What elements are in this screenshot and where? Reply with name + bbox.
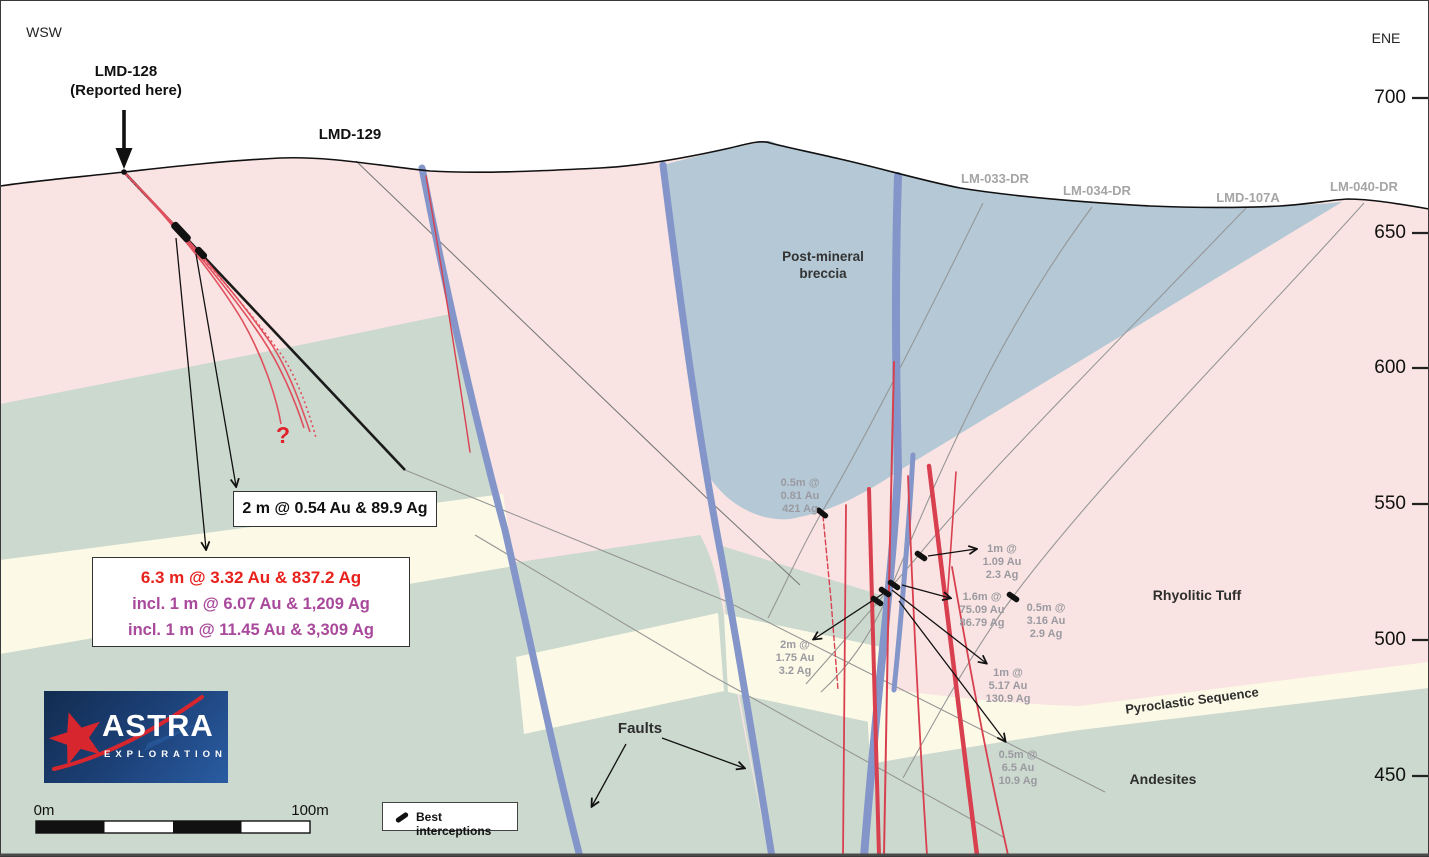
intercept-label-109au: 1m @ 1.09 Au 2.3 Ag (982, 543, 1022, 581)
legend-label: Best interceptions (416, 810, 492, 838)
interception-ticks (171, 221, 1020, 607)
arrow-to-box2 (175, 237, 206, 549)
elevation-label-500: 500 (1374, 629, 1406, 650)
elevation-label-650: 650 (1374, 222, 1406, 243)
arrow-65au (898, 600, 1005, 741)
assay-box-lmd128: 6.3 m @ 3.32 Au & 837.2 Ag incl. 1 m @ 6… (92, 557, 410, 647)
direction-label-wsw: WSW (26, 24, 62, 40)
label-lm033: LM-033-DR (961, 171, 1029, 186)
arrow-175au (814, 592, 885, 639)
astra-logo: ASTRA EXPLORATION (44, 691, 228, 783)
fault-line-3b (891, 452, 916, 693)
label-lmd128: LMD-128 (Reported here) (70, 63, 182, 99)
scale-start-label: 0m (33, 802, 55, 819)
vein-projection-dashed (822, 515, 839, 691)
assay-box2-line2: incl. 1 m @ 6.07 Au & 1,209 Ag (132, 595, 370, 613)
logo-subtitle: EXPLORATION (104, 749, 227, 760)
label-post-mineral-breccia: Post-mineral breccia (782, 249, 864, 281)
arrow-faults-left (592, 743, 627, 806)
trace-lm040 (902, 202, 1365, 779)
intercept-label-65au: 0.5m @ 6.5 Au 10.9 Ag (998, 749, 1038, 787)
fault-line-2 (659, 161, 776, 857)
fault-line-1 (418, 164, 584, 857)
arrow-517au (891, 589, 986, 663)
label-lmd129: LMD-129 (318, 126, 382, 143)
assay-box1-text: 2 m @ 0.54 Au & 89.9 Ag (242, 500, 428, 517)
label-faults: Faults (617, 720, 663, 737)
vein-3 (883, 361, 895, 856)
logo-name: ASTRA (102, 708, 214, 743)
elevation-label-700: 700 (1374, 87, 1406, 108)
vein-5 (926, 463, 980, 857)
tick-cluster-2 (878, 586, 892, 598)
arrow-109au (927, 549, 976, 557)
intercept-label-081au: 0.5m @ 0.81 Au 421 Ag (780, 477, 820, 515)
vein-lines (425, 175, 1009, 857)
intercept-label-7509au: 1.6m @ 75.09 Au 86.79 Ag (959, 591, 1005, 629)
astra-star-icon (48, 695, 204, 771)
trace-lm034 (820, 206, 1093, 693)
tick-109au (914, 550, 928, 562)
lmd128-pointer-arrow (115, 110, 133, 169)
arrow-faults-right (661, 737, 744, 768)
red-fan-2 (123, 171, 305, 429)
label-andesites: Andesites (1129, 771, 1197, 787)
trace-lmd107a (805, 207, 1247, 685)
red-fan-3 (123, 171, 311, 433)
topography-line (0, 141, 1429, 210)
tick-lmd128-b (194, 246, 208, 260)
intercept-label-316au: 0.5m @ 3.16 Au 2.9 Ag (1026, 602, 1066, 640)
tick-081au (815, 507, 829, 519)
assay-box2-line3: incl. 1 m @ 11.45 Au & 3,309 Ag (128, 621, 374, 639)
intercept-label-517au: 1m @ 5.17 Au 130.9 Ag (985, 667, 1031, 705)
label-rhyolitic-tuff: Rhyolitic Tuff (1152, 587, 1242, 603)
elevation-label-550: 550 (1374, 493, 1406, 514)
assay-box-lmd129: 2 m @ 0.54 Au & 89.9 Ag (233, 491, 437, 527)
tick-lmd128-a (171, 221, 191, 243)
vein-6 (951, 566, 1009, 856)
intercept-label-175au: 2m @ 1.75 Au 3.2 Ag (775, 639, 815, 677)
scale-end-label: 100m (291, 802, 329, 819)
elevation-label-600: 600 (1374, 357, 1406, 378)
elevation-ticks (1412, 96, 1429, 778)
vein-on-fault1 (425, 175, 471, 453)
legend-best-interceptions: Best interceptions (382, 802, 518, 838)
arrow-to-box1 (195, 253, 236, 486)
question-mark: ? (276, 422, 291, 448)
pyroclastic-band-mid2 (724, 614, 888, 726)
label-lm040: LM-040-DR (1330, 179, 1398, 194)
vein-7 (946, 471, 957, 603)
arrow-1609au (901, 584, 950, 598)
trace-projection-2 (474, 534, 1006, 839)
direction-label-ene: ENE (1371, 30, 1401, 46)
tick-cluster-3 (870, 595, 884, 607)
annotation-arrows (175, 237, 1005, 806)
andesite-area-right (865, 688, 1429, 857)
label-lm034: LM-034-DR (1063, 183, 1131, 198)
tick-316au (1006, 591, 1020, 603)
scale-bar (35, 820, 311, 834)
vein-2 (867, 487, 881, 857)
assay-box2-line1: 6.3 m @ 3.32 Au & 837.2 Ag (140, 568, 362, 587)
tick-cluster-1 (887, 579, 901, 591)
label-lmd107a: LMD-107A (1216, 190, 1280, 205)
post-mineral-breccia-area (663, 140, 1342, 520)
elevation-label-450: 450 (1374, 765, 1406, 786)
pyroclastic-band-mid (516, 613, 724, 734)
red-fan-dotted (125, 174, 317, 439)
vein-4 (907, 475, 928, 856)
interception-tick-icon (394, 811, 410, 824)
vein-1 (842, 504, 847, 856)
